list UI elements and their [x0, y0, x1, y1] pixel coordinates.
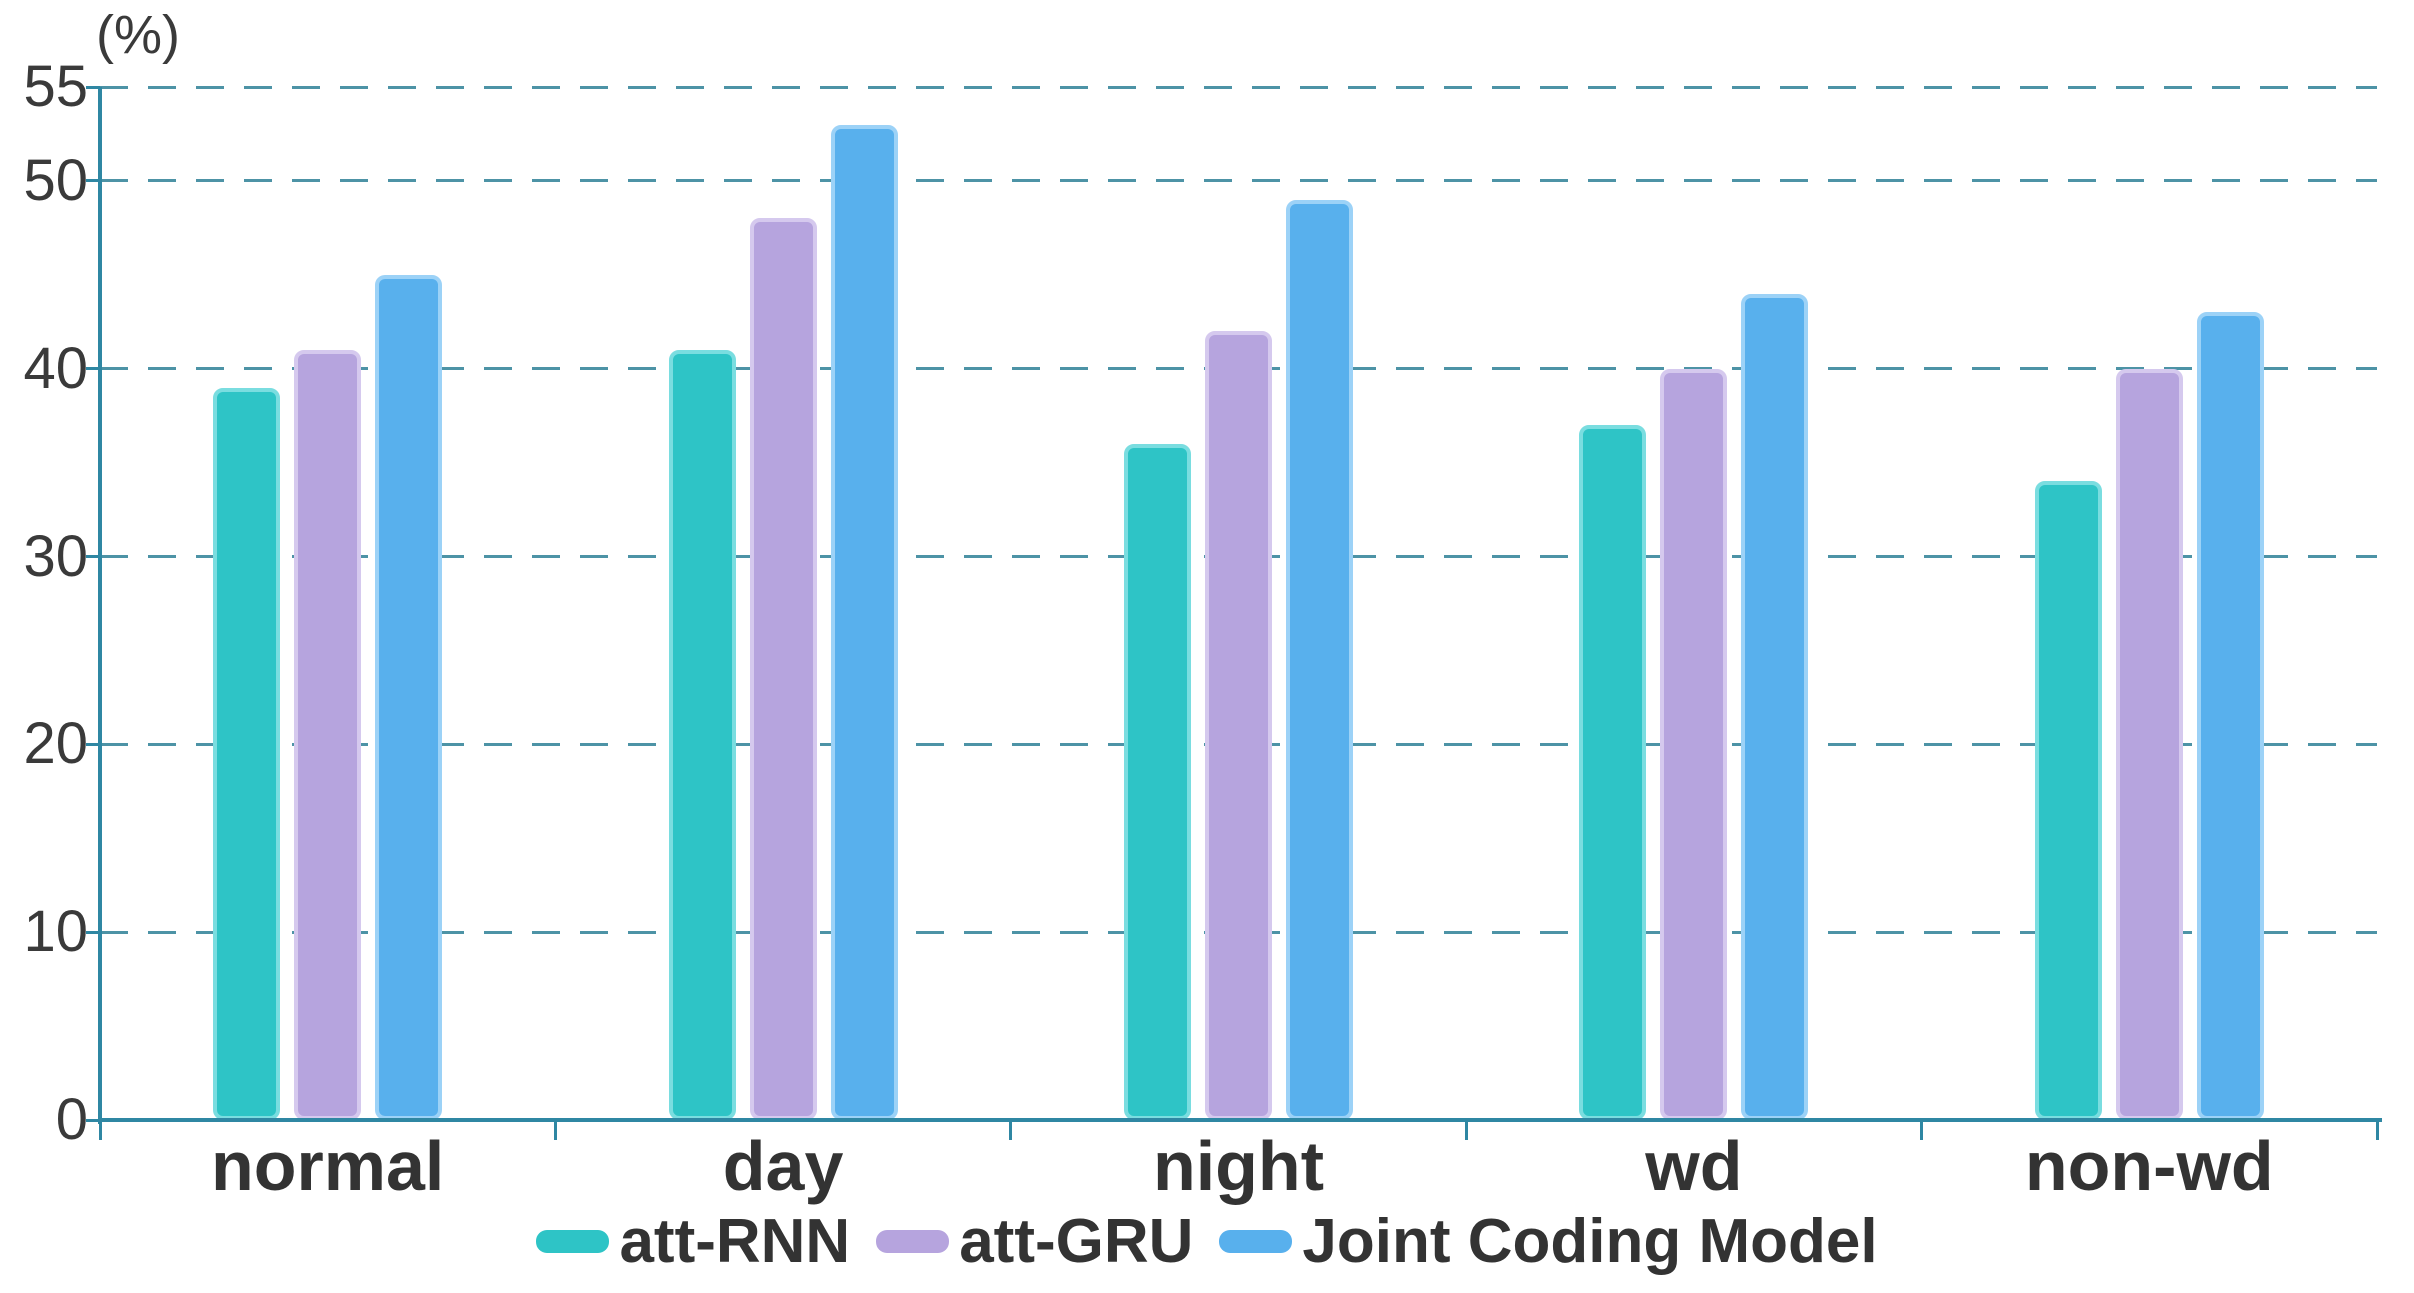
y-tick-label: 20 [23, 711, 88, 777]
gridline-y50 [100, 179, 2377, 183]
y-tick-mark [86, 85, 100, 89]
legend-item-att-gru: att-GRU [876, 1206, 1193, 1277]
bar-att-gru-day [749, 218, 817, 1120]
legend: att-RNN att-GRU Joint Coding Model [0, 1198, 2414, 1284]
legend-label: att-GRU [959, 1206, 1194, 1276]
bar-att-rnn-night [1124, 443, 1191, 1120]
bar-att-rnn-normal [213, 387, 281, 1120]
x-axis-line [98, 1118, 2382, 1122]
legend-swatch [536, 1229, 610, 1253]
bar-att-gru-wd [1660, 368, 1728, 1120]
x-tick-mark [553, 1122, 557, 1140]
category-label-day: day [722, 1127, 844, 1205]
category-label-normal: normal [211, 1127, 445, 1205]
legend-item-joint-coding-model: Joint Coding Model [1219, 1206, 1878, 1277]
gridline-y55 [100, 85, 2377, 89]
y-tick-mark [86, 930, 100, 934]
bar-joint-coding-model-normal [375, 274, 443, 1120]
legend-item-att-rnn: att-RNN [536, 1206, 850, 1277]
bar-att-gru-non-wd [2115, 368, 2183, 1120]
legend-swatch [876, 1229, 950, 1253]
bar-att-rnn-non-wd [2034, 481, 2102, 1120]
y-tick-mark [86, 367, 100, 371]
bar-att-gru-night [1205, 331, 1272, 1120]
legend-label: att-RNN [619, 1206, 851, 1276]
y-tick-label: 10 [23, 899, 88, 965]
bar-joint-coding-model-night [1286, 199, 1353, 1120]
legend-swatch [1219, 1229, 1293, 1253]
x-tick-mark [1920, 1122, 1924, 1140]
y-axis-unit-label: (%) [96, 5, 180, 65]
y-tick-label: 0 [55, 1087, 88, 1152]
bar-joint-coding-model-day [830, 124, 898, 1120]
x-tick-mark [1009, 1122, 1013, 1140]
y-tick-label: 50 [23, 147, 88, 213]
category-label-wd: wd [1645, 1127, 1743, 1205]
y-tick-mark [86, 555, 100, 559]
x-tick-mark [98, 1122, 102, 1140]
y-axis-line [98, 87, 102, 1124]
plot-area [100, 85, 2377, 1122]
x-tick-mark [2375, 1122, 2379, 1140]
category-label-night: night [1152, 1127, 1325, 1205]
y-tick-label: 30 [23, 523, 88, 589]
bar-att-gru-normal [294, 349, 362, 1120]
x-tick-mark [1464, 1122, 1468, 1140]
bar-joint-coding-model-non-wd [2196, 312, 2264, 1120]
y-tick-mark [86, 742, 100, 746]
bar-att-rnn-day [668, 349, 736, 1120]
y-tick-label: 40 [23, 335, 88, 401]
y-tick-mark [86, 1118, 100, 1122]
y-tick-mark [86, 179, 100, 183]
bar-att-rnn-wd [1579, 425, 1647, 1120]
bar-joint-coding-model-wd [1741, 293, 1809, 1120]
y-tick-label: 55 [23, 54, 88, 119]
legend-label: Joint Coding Model [1302, 1206, 1878, 1276]
category-label-non-wd: non-wd [2024, 1127, 2274, 1205]
